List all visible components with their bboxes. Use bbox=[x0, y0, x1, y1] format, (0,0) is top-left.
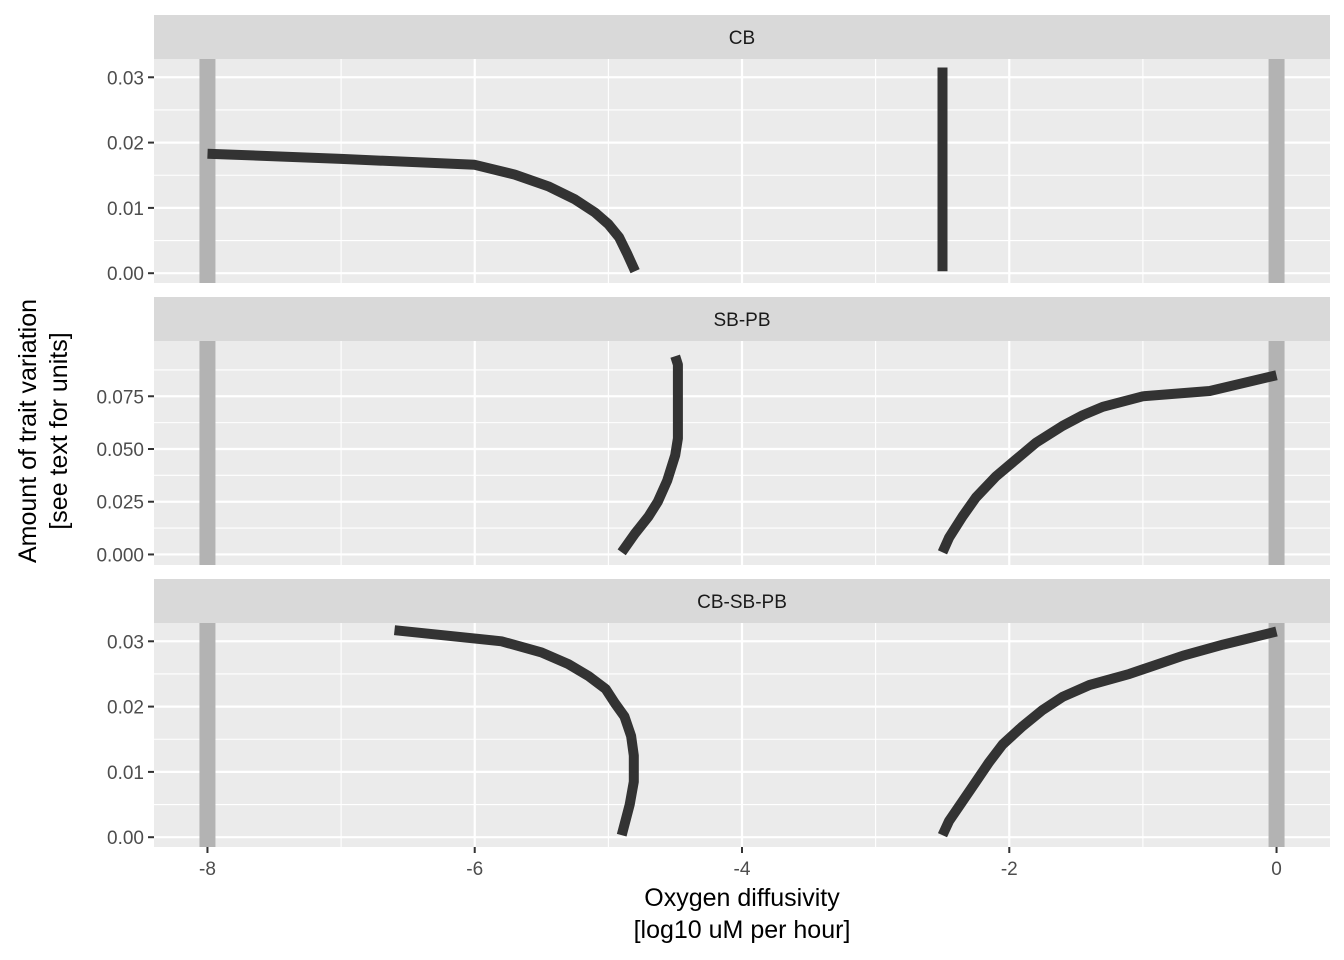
x-tick-label: -4 bbox=[734, 859, 751, 880]
x-axis-title: Oxygen diffusivity bbox=[644, 884, 840, 912]
y-tick-label: 0.025 bbox=[96, 493, 144, 514]
y-axis-title: [see text for units] bbox=[45, 332, 73, 529]
y-tick-label: 0.01 bbox=[107, 763, 144, 784]
x-tick-label: -8 bbox=[199, 859, 216, 880]
y-tick-label: 0.00 bbox=[107, 264, 144, 285]
y-tick-label: 0.075 bbox=[96, 387, 144, 408]
x-axis-title: [log10 uM per hour] bbox=[634, 916, 851, 944]
series-line bbox=[207, 148, 640, 274]
y-tick-label: 0.03 bbox=[107, 632, 144, 653]
y-tick-label: 0.02 bbox=[107, 134, 144, 155]
facet-strip bbox=[154, 579, 1330, 623]
series-line bbox=[393, 625, 639, 837]
y-tick-label: 0.050 bbox=[96, 440, 144, 461]
facet-label: SB-PB bbox=[713, 310, 770, 331]
x-tick-label: 0 bbox=[1271, 859, 1282, 880]
y-axis-title: Amount of trait variation bbox=[14, 299, 42, 563]
y-tick-label: 0.00 bbox=[107, 828, 144, 849]
facet-label: CB-SB-PB bbox=[697, 592, 787, 613]
x-tick-label: -2 bbox=[1001, 859, 1018, 880]
facet-strip bbox=[154, 15, 1330, 59]
series-line bbox=[937, 626, 1278, 838]
facet-strip bbox=[154, 297, 1330, 341]
series-line bbox=[617, 354, 683, 556]
x-tick-label: -6 bbox=[466, 859, 483, 880]
y-tick-label: 0.01 bbox=[107, 199, 144, 220]
facet-label: CB bbox=[729, 28, 755, 49]
series-line bbox=[937, 370, 1278, 555]
y-tick-label: 0.02 bbox=[107, 698, 144, 719]
y-tick-label: 0.000 bbox=[96, 545, 144, 566]
y-tick-label: 0.03 bbox=[107, 68, 144, 89]
